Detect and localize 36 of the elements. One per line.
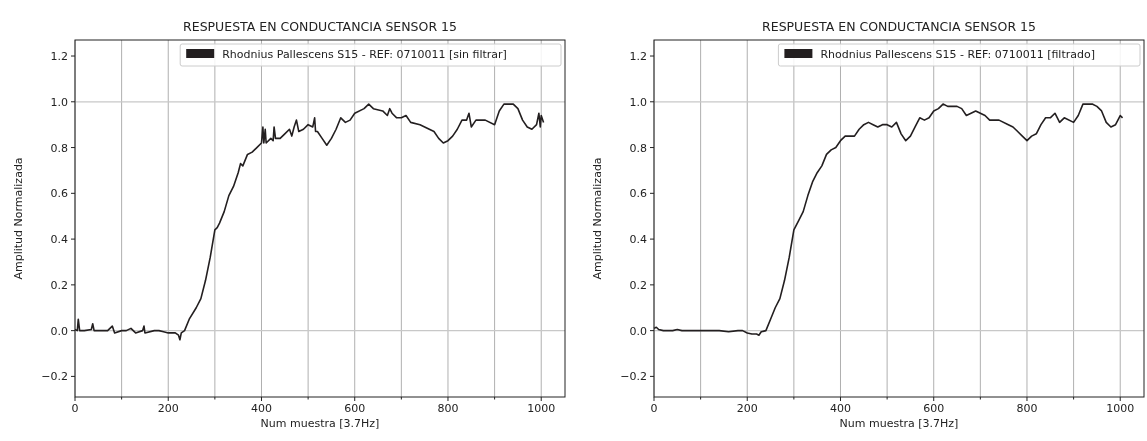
y-tick-label: 0.4 xyxy=(629,233,647,247)
y-tick-label: 0.2 xyxy=(50,278,68,292)
y-tick-label: 1.2 xyxy=(629,50,647,64)
x-tick-label: 1000 xyxy=(527,402,556,415)
y-axis-title: Amplitud Normalizada xyxy=(12,157,25,280)
chart-title: RESPUESTA EN CONDUCTANCIA SENSOR 15 xyxy=(183,19,457,34)
x-tick-label: 0 xyxy=(650,402,658,415)
x-tick-label: 600 xyxy=(344,402,366,415)
y-tick-label: 0.6 xyxy=(50,187,68,201)
x-tick-label: 800 xyxy=(437,402,459,415)
x-tick-label: 0 xyxy=(71,402,79,415)
y-tick-label: −0.2 xyxy=(620,370,647,384)
chart-title: RESPUESTA EN CONDUCTANCIA SENSOR 15 xyxy=(762,19,1036,34)
y-tick-label: 1.0 xyxy=(629,95,647,109)
y-tick-label: 0.4 xyxy=(50,233,68,247)
y-tick-label: −0.2 xyxy=(41,370,68,384)
x-tick-label: 1000 xyxy=(1106,402,1135,415)
y-tick-label: 1.2 xyxy=(50,50,68,64)
y-tick-label: 1.0 xyxy=(50,95,68,109)
y-axis-title: Amplitud Normalizada xyxy=(591,157,604,280)
x-tick-label: 400 xyxy=(250,402,272,415)
y-tick-label: 0.2 xyxy=(629,278,647,292)
y-tick-label: 0.6 xyxy=(629,187,647,201)
x-tick-label: 200 xyxy=(736,402,758,415)
y-tick-label: 0.0 xyxy=(50,324,68,338)
x-tick-label: 400 xyxy=(829,402,851,415)
y-tick-label: 0.8 xyxy=(629,141,647,155)
legend-label: Rhodnius Pallescens S15 - REF: 0710011 [filtrado] xyxy=(820,48,1096,61)
x-axis-title: Num muestra [3.7Hz] xyxy=(260,417,380,430)
x-tick-label: 800 xyxy=(1016,402,1038,415)
y-tick-label: 0.8 xyxy=(50,141,68,155)
x-axis-title: Num muestra [3.7Hz] xyxy=(839,417,959,430)
y-tick-label: 0.0 xyxy=(629,324,647,338)
legend-label: Rhodnius Pallescens S15 - REF: 0710011 [sin filtrar] xyxy=(222,48,507,61)
x-tick-label: 200 xyxy=(157,402,179,415)
x-tick-label: 600 xyxy=(923,402,945,415)
